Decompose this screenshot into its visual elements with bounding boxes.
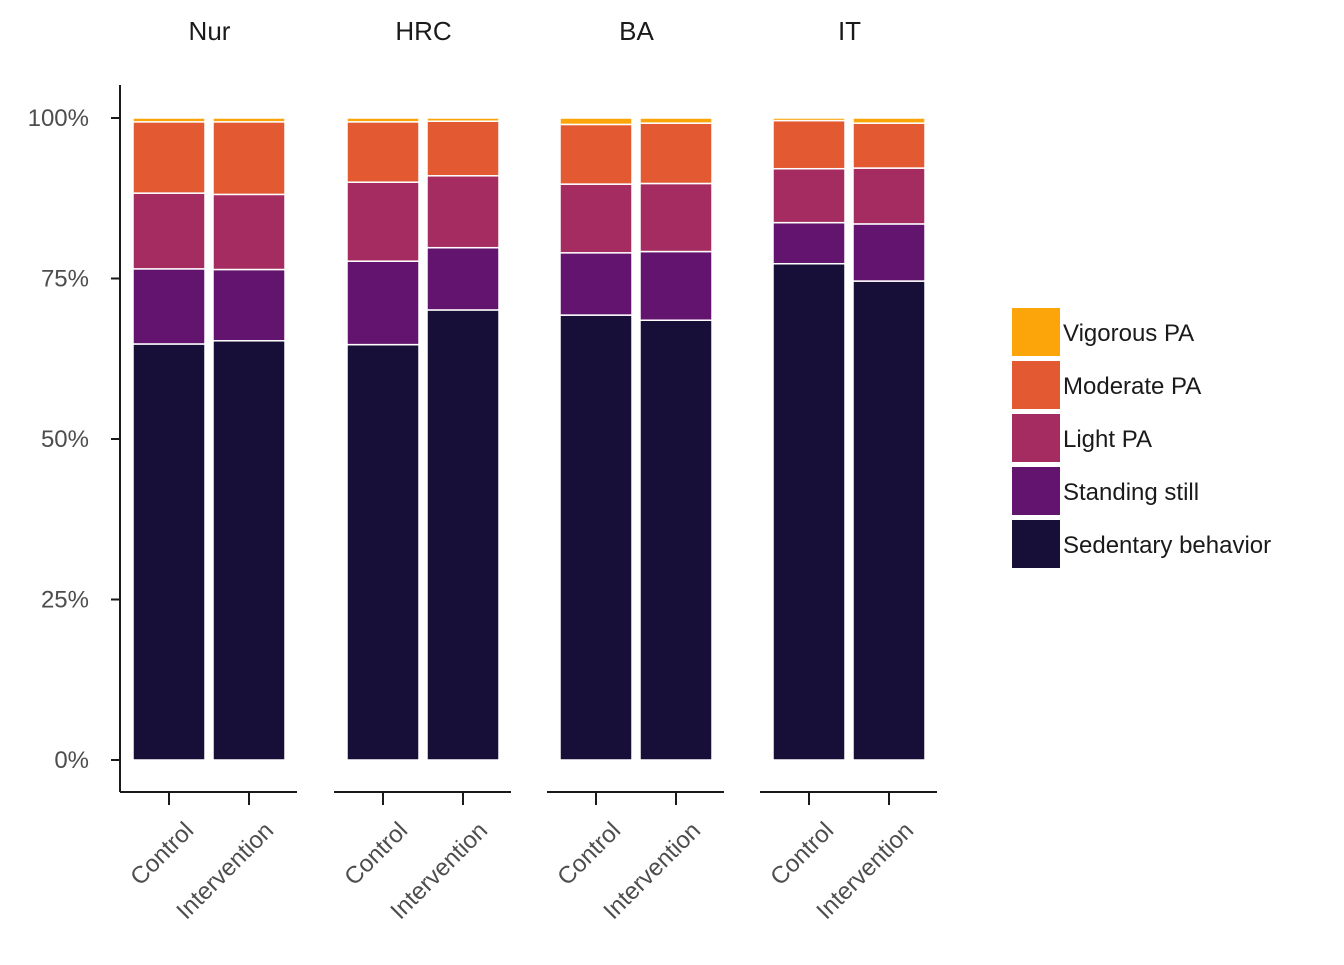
- legend-swatch: [1012, 361, 1060, 409]
- bar-segment-light-pa: [559, 183, 633, 254]
- legend-swatch: [1012, 308, 1060, 356]
- bar-segment-vigorous-pa: [639, 117, 713, 124]
- facet-strip-label: IT: [838, 16, 861, 46]
- x-tick-label: Control: [765, 817, 839, 891]
- bar-segment-vigorous-pa: [852, 117, 926, 124]
- legend-swatch: [1012, 467, 1060, 515]
- bar-segment-light-pa: [132, 192, 206, 270]
- bar-segment-vigorous-pa: [426, 117, 500, 122]
- bar-segment-sedentary-behavior: [212, 340, 286, 761]
- bar-segment-vigorous-pa: [132, 117, 206, 123]
- bar-segment-moderate-pa: [346, 121, 420, 183]
- bar-segment-standing-still: [772, 221, 846, 265]
- legend-item-light-pa: Light PA: [1012, 414, 1152, 462]
- bar-segment-standing-still: [346, 260, 420, 346]
- bar-segment-standing-still: [559, 252, 633, 316]
- bar-segment-standing-still: [852, 223, 926, 282]
- legend-item-moderate-pa: Moderate PA: [1012, 361, 1201, 409]
- bar-segment-light-pa: [212, 193, 286, 271]
- facet-strip-label: BA: [619, 16, 654, 46]
- legend-label: Moderate PA: [1063, 373, 1201, 400]
- y-tick-label: 25%: [41, 587, 89, 614]
- bar-segment-moderate-pa: [852, 122, 926, 169]
- bar-segment-sedentary-behavior: [426, 309, 500, 761]
- legend-item-vigorous-pa: Vigorous PA: [1012, 308, 1194, 356]
- bar-segment-sedentary-behavior: [772, 262, 846, 761]
- bar-segment-moderate-pa: [212, 121, 286, 196]
- facet-strip-label: Nur: [189, 16, 231, 46]
- bar-segment-moderate-pa: [426, 120, 500, 177]
- bar-segment-light-pa: [639, 182, 713, 253]
- bar-segment-moderate-pa: [772, 119, 846, 170]
- bar-segment-moderate-pa: [639, 122, 713, 185]
- bar-segment-sedentary-behavior: [559, 314, 633, 761]
- facet-strip-label: HRC: [395, 16, 451, 46]
- bar-segment-light-pa: [772, 167, 846, 224]
- y-tick-label: 100%: [28, 105, 89, 132]
- y-tick-label: 75%: [41, 266, 89, 293]
- legend-label: Vigorous PA: [1063, 320, 1194, 347]
- y-tick-label: 0%: [54, 747, 89, 774]
- bar-segment-standing-still: [426, 246, 500, 311]
- legend-swatch: [1012, 520, 1060, 568]
- bar-segment-moderate-pa: [559, 123, 633, 185]
- bar-segment-sedentary-behavior: [639, 319, 713, 761]
- x-tick-label: Control: [552, 817, 626, 891]
- legend-item-sedentary-behavior: Sedentary behavior: [1012, 520, 1271, 568]
- legend-label: Sedentary behavior: [1063, 532, 1271, 559]
- bar-segment-light-pa: [346, 181, 420, 262]
- bar-segment-standing-still: [639, 250, 713, 321]
- bar-segment-light-pa: [852, 167, 926, 225]
- x-tick-label: Control: [125, 817, 199, 891]
- legend-label: Standing still: [1063, 479, 1199, 506]
- legend-item-standing-still: Standing still: [1012, 467, 1199, 515]
- bar-segment-light-pa: [426, 175, 500, 249]
- x-tick-label: Control: [339, 817, 413, 891]
- bar-segment-vigorous-pa: [212, 117, 286, 123]
- bar-segment-vigorous-pa: [559, 117, 633, 126]
- bar-segment-standing-still: [132, 268, 206, 345]
- bar-segment-sedentary-behavior: [346, 343, 420, 761]
- legend: Vigorous PA Moderate PA Light PA Standing s…: [1012, 308, 1271, 568]
- bar-segment-sedentary-behavior: [132, 343, 206, 761]
- bar-segment-moderate-pa: [132, 121, 206, 194]
- bar-segment-vigorous-pa: [346, 117, 420, 123]
- bar-segment-standing-still: [212, 268, 286, 342]
- bar-segment-sedentary-behavior: [852, 280, 926, 761]
- legend-swatch: [1012, 414, 1060, 462]
- bar-segment-vigorous-pa: [772, 117, 846, 122]
- y-axis: 0% 25% 50% 75% 100%: [28, 85, 121, 792]
- legend-label: Light PA: [1063, 426, 1152, 453]
- y-tick-label: 50%: [41, 426, 89, 453]
- facet-panels: NurControlInterventionHRCControlInterven…: [120, 16, 937, 925]
